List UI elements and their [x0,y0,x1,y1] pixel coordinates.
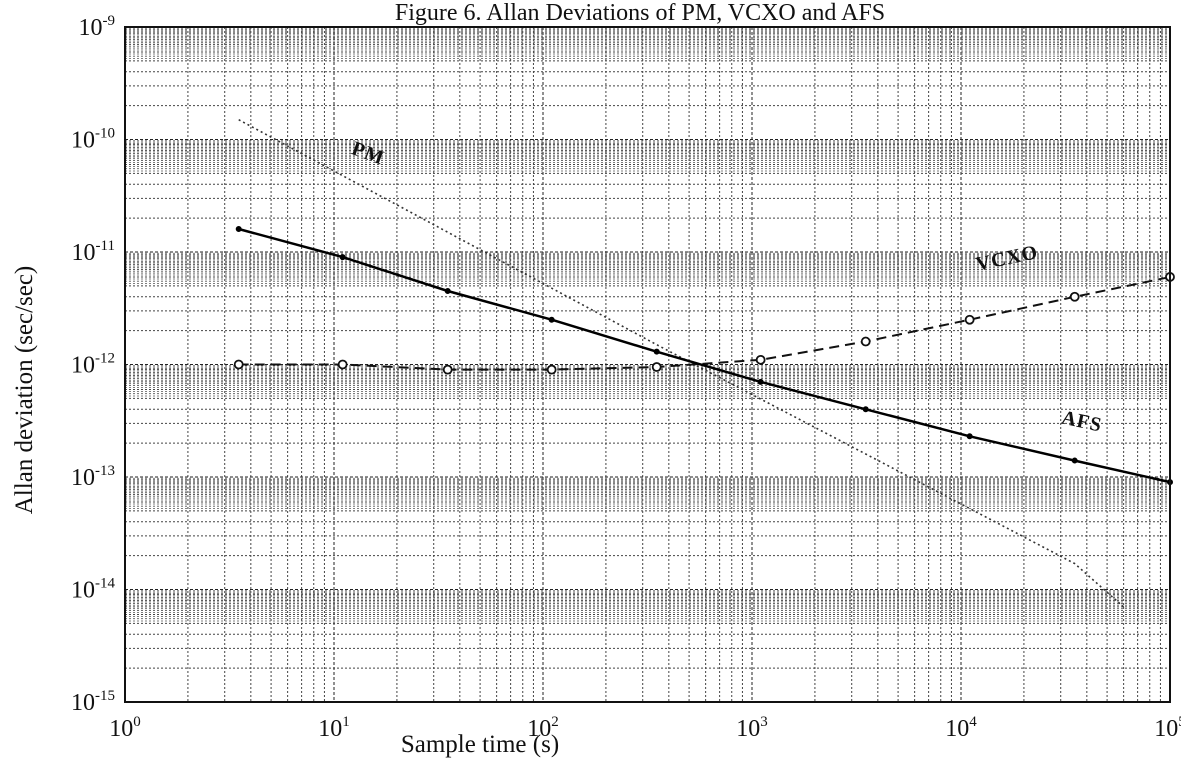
vcxo-series-label: VCXO [974,241,1040,276]
vcxo-point [233,359,244,370]
y-tick-label: 10-10 [71,126,115,154]
afs-point [235,226,242,233]
x-tick-label: 103 [736,714,768,742]
afs-point [548,316,555,323]
afs-point [339,254,346,261]
vcxo-point [860,336,871,347]
x-tick-label: 100 [109,714,141,742]
afs-point [862,406,869,413]
pm-series-line [238,118,1125,608]
afs-series-line [238,227,1171,484]
y-tick-label: 10-11 [72,238,115,266]
x-tick-label: 104 [945,714,977,742]
vcxo-point [546,364,557,375]
vcxo-point [442,364,453,375]
afs-point [1071,457,1078,464]
y-tick-label: 10-15 [71,688,115,716]
vcxo-point [1069,291,1080,302]
vcxo-point [755,354,766,365]
vcxo-point [337,359,348,370]
vcxo-series-line [238,276,1171,371]
plot-frame [124,26,1171,703]
y-tick-label: 10-14 [71,576,115,604]
series-markers [233,226,1175,486]
chart-title: Figure 6. Allan Deviations of PM, VCXO a… [395,0,885,26]
afs-series-label: AFS [1060,407,1104,437]
vcxo-point [651,362,662,372]
series-lines [238,118,1171,608]
y-tick-label: 10-13 [71,463,115,491]
x-tick-label: 102 [527,714,559,742]
tick-labels: 100 101 102 103 104 105 10-15 10-14 10-13 10-12 10… [71,13,1181,742]
y-axis-label: Allan deviation (sec/sec) [11,266,38,515]
afs-point [757,378,764,385]
afs-point [966,433,973,440]
x-tick-label: 101 [318,714,350,742]
x-tick-label: 105 [1154,714,1181,742]
y-tick-label: 10-12 [71,351,115,379]
x-axis-label: Sample time (s) [401,731,559,758]
afs-point [444,288,451,295]
y-tick-label: 10-9 [79,13,116,41]
grid [124,27,1170,703]
afs-point [653,348,660,355]
vcxo-point [964,314,975,325]
